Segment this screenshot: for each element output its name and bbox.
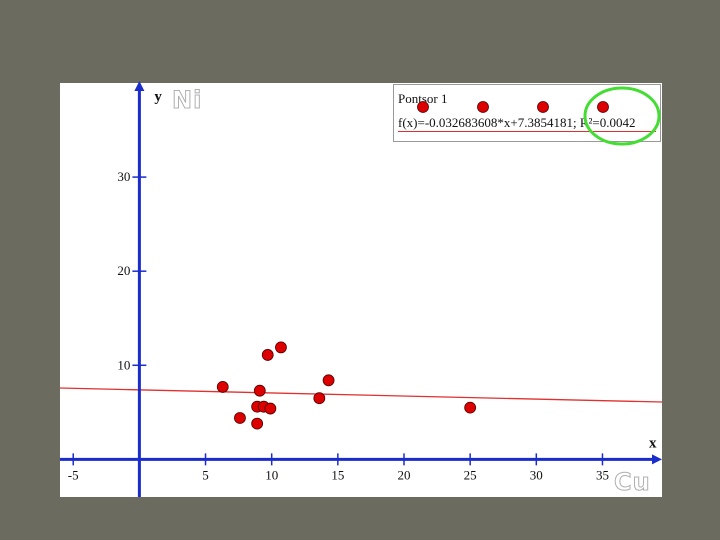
y-tick-label: 10 bbox=[117, 357, 130, 372]
legend: Pontsor 1 f(x)=-0.032683608*x+7.3854181;… bbox=[393, 84, 661, 142]
x-axis-arrow bbox=[652, 454, 662, 465]
x-axis-label: x bbox=[649, 435, 657, 451]
y-tick-label: 20 bbox=[117, 263, 130, 278]
x-axis-element-label: Cu bbox=[614, 468, 651, 497]
data-point bbox=[275, 341, 287, 354]
axes: xy bbox=[60, 81, 662, 497]
data-points bbox=[216, 341, 477, 430]
data-point bbox=[253, 384, 266, 397]
tick-marks: -5 5 10 15 20 25 30 35 10 20 30 bbox=[68, 169, 609, 482]
data-point bbox=[261, 349, 274, 361]
data-point bbox=[313, 392, 326, 405]
y-axis-label: y bbox=[154, 89, 162, 105]
data-point bbox=[264, 402, 277, 415]
y-axis-arrow bbox=[134, 81, 145, 91]
x-tick-label: 25 bbox=[464, 467, 477, 482]
chart-panel bbox=[60, 83, 662, 497]
x-tick-label: 10 bbox=[265, 467, 278, 482]
data-point bbox=[234, 412, 246, 424]
trendline bbox=[59, 387, 663, 403]
x-tick-label: -5 bbox=[68, 467, 79, 482]
y-axis-element-label: Ni bbox=[171, 86, 203, 115]
data-point bbox=[322, 374, 335, 387]
data-point bbox=[216, 381, 229, 393]
x-tick-label: 5 bbox=[202, 467, 209, 482]
data-point bbox=[251, 417, 264, 430]
legend-trend-swatch bbox=[398, 131, 656, 132]
data-point bbox=[464, 401, 477, 414]
x-tick-label: 20 bbox=[398, 467, 411, 482]
legend-equation: f(x)=-0.032683608*x+7.3854181; R²=0.0042 bbox=[398, 115, 636, 130]
x-tick-label: 30 bbox=[530, 467, 543, 482]
x-tick-label: 35 bbox=[596, 467, 609, 482]
y-tick-label: 30 bbox=[117, 169, 130, 184]
x-tick-label: 15 bbox=[331, 467, 344, 482]
trendline-layer bbox=[59, 387, 663, 403]
legend-title: Pontsor 1 bbox=[398, 91, 448, 106]
